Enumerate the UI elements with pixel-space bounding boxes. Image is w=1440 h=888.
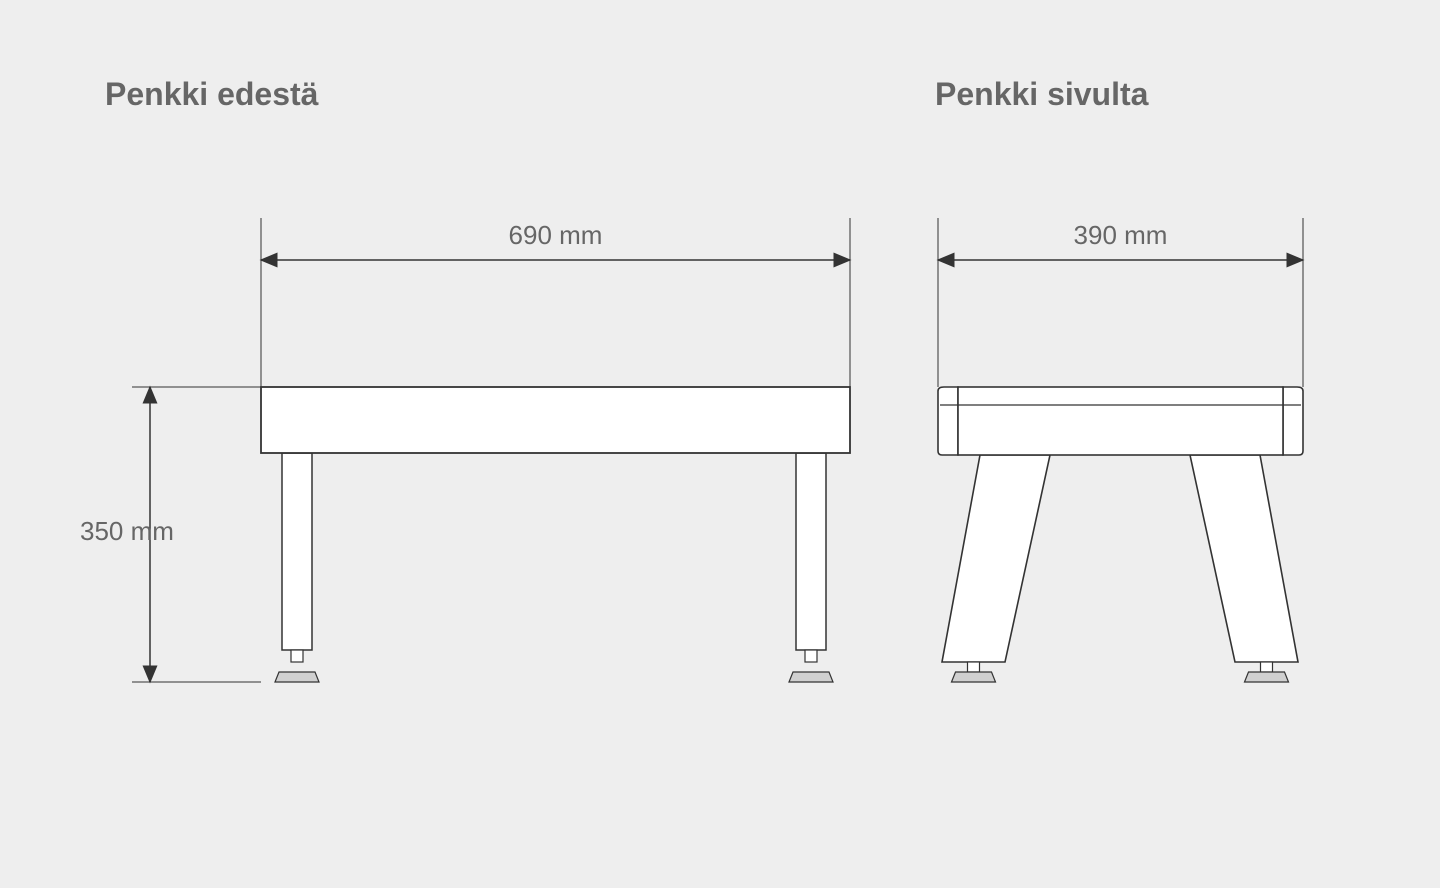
diagram-canvas: Penkki edestä Penkki sivulta 690 mm 350 mm 3… xyxy=(0,0,1440,888)
title-front: Penkki edestä xyxy=(105,76,319,112)
technical-drawing-svg: Penkki edestä Penkki sivulta 690 mm 350 mm 3… xyxy=(0,0,1440,888)
dim-height-label: 350 mm xyxy=(80,516,174,546)
dim-depth-label: 390 mm xyxy=(1074,220,1168,250)
side-seat xyxy=(958,387,1283,455)
title-side: Penkki sivulta xyxy=(935,76,1149,112)
front-seat xyxy=(261,387,850,453)
dim-width-label: 690 mm xyxy=(509,220,603,250)
